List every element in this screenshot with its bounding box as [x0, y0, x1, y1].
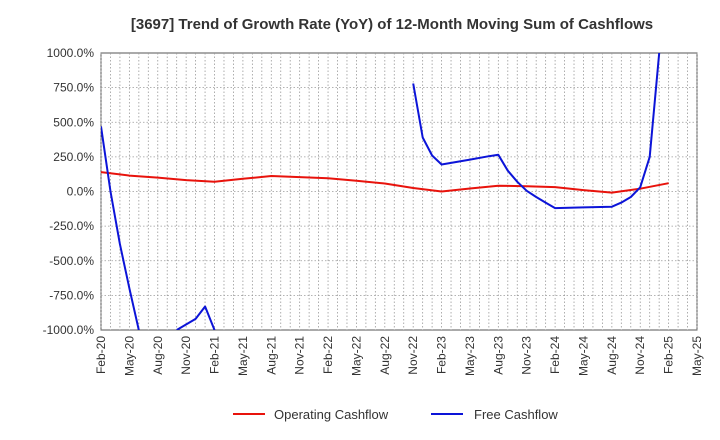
x-axis: Feb-20 May-20 Aug-20 Nov-20 Feb-21 May-21 Aug-…	[94, 336, 704, 376]
x-tick-label: Feb-22	[321, 336, 335, 374]
y-tick-label: -1000.0%	[43, 323, 95, 337]
series-line-free-cashflow	[412, 53, 661, 210]
x-tick-label: Aug-21	[264, 336, 278, 375]
x-tick-label: Feb-25	[662, 336, 676, 374]
x-tick-label: May-24	[576, 336, 590, 376]
x-tick-label: May-22	[349, 336, 363, 376]
x-tick-label: Nov-23	[520, 336, 534, 375]
y-tick-label: 0.0%	[67, 185, 95, 199]
x-tick-label: May-21	[236, 336, 250, 376]
x-tick-label: Feb-23	[435, 336, 449, 374]
legend: Operating Cashflow Free Cashflow	[233, 407, 558, 422]
x-tick-label: Aug-23	[491, 336, 505, 375]
x-tick-label: Aug-24	[605, 336, 619, 375]
x-tick-label: Nov-24	[633, 336, 647, 375]
x-tick-label: Nov-20	[179, 336, 193, 375]
legend-label-operating-cashflow: Operating Cashflow	[274, 407, 389, 422]
x-tick-label: Feb-20	[94, 336, 108, 374]
x-tick-label: Nov-21	[293, 336, 307, 375]
series-line-operating-cashflow	[101, 171, 669, 194]
y-tick-label: 500.0%	[53, 115, 94, 129]
x-tick-label: May-20	[122, 336, 136, 376]
chart-title: [3697] Trend of Growth Rate (YoY) of 12-…	[131, 16, 653, 33]
y-tick-label: 250.0%	[53, 150, 94, 164]
x-tick-label: Feb-21	[208, 336, 222, 374]
series-line-free-cashflow	[176, 305, 216, 330]
y-axis: 1000.0% 750.0% 500.0% 250.0% 0.0% -250.0% -500…	[43, 46, 95, 337]
x-tick-label: Feb-24	[548, 336, 562, 374]
x-tick-label: Aug-22	[378, 336, 392, 375]
x-tick-label: Nov-22	[406, 336, 420, 375]
legend-label-free-cashflow: Free Cashflow	[474, 407, 558, 422]
y-tick-label: -500.0%	[49, 254, 94, 268]
series-lines	[101, 53, 669, 330]
grid	[100, 53, 698, 330]
x-tick-label: May-23	[463, 336, 477, 376]
series-line-free-cashflow	[101, 126, 140, 330]
y-tick-label: 750.0%	[53, 81, 94, 95]
x-tick-label: Aug-20	[151, 336, 165, 375]
x-tick-label: May-25	[690, 336, 704, 376]
y-tick-label: -750.0%	[49, 288, 94, 302]
y-tick-label: -250.0%	[49, 219, 94, 233]
y-tick-label: 1000.0%	[47, 46, 95, 60]
